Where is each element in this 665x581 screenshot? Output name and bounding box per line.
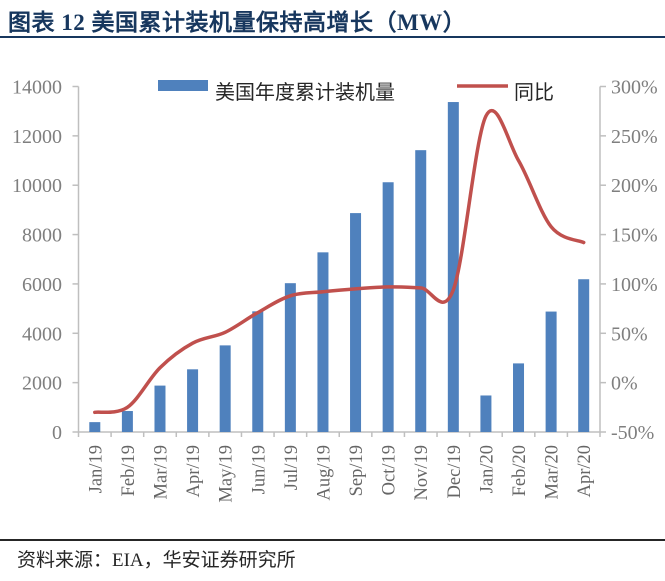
x-axis-label: Apr/20 xyxy=(575,445,595,497)
x-axis-label: Jun/19 xyxy=(249,445,269,494)
bar-feb-20 xyxy=(513,363,525,432)
left-axis-tick-label: 12000 xyxy=(12,126,62,148)
x-axis-label: Apr/19 xyxy=(184,445,204,497)
right-axis-tick-label: 250% xyxy=(611,126,658,148)
left-axis-tick-label: 4000 xyxy=(22,323,62,345)
right-axis-tick-label: 50% xyxy=(611,323,648,345)
left-axis-tick-label: 14000 xyxy=(12,77,62,99)
x-axis-label: Dec/19 xyxy=(445,445,465,498)
legend-bar-swatch xyxy=(158,80,208,91)
bar-jun-19 xyxy=(252,311,264,432)
source-note: 资料来源：EIA，华安证券研究所 xyxy=(17,550,296,571)
right-axis-tick-label: 200% xyxy=(611,175,658,197)
bar-may-19 xyxy=(219,345,231,432)
x-axis-label: Nov/19 xyxy=(412,445,432,501)
x-axis-label: Feb/19 xyxy=(119,445,139,496)
bar-aug-19 xyxy=(317,252,329,432)
right-axis-tick-label: -50% xyxy=(611,422,654,444)
bar-jan-19 xyxy=(89,422,101,432)
bar-apr-20 xyxy=(578,279,590,432)
title-divider xyxy=(0,36,665,38)
x-axis-label: Sep/19 xyxy=(347,445,367,496)
x-axis-label: Mar/20 xyxy=(543,445,563,499)
x-axis-label: May/19 xyxy=(217,445,237,503)
left-axis-tick-label: 6000 xyxy=(22,274,62,296)
bar-oct-19 xyxy=(382,182,394,432)
right-axis-tick-label: 100% xyxy=(611,274,658,296)
footer-divider xyxy=(0,539,665,541)
bar-nov-19 xyxy=(415,150,427,432)
yoy-line xyxy=(93,108,586,415)
bar-dec-19 xyxy=(447,102,459,433)
x-axis-label: Mar/19 xyxy=(151,445,171,499)
x-axis-label: Feb/20 xyxy=(510,445,530,496)
bar-feb-19 xyxy=(121,411,133,432)
right-axis-tick-label: 150% xyxy=(611,225,658,247)
bar-mar-19 xyxy=(154,385,166,432)
x-axis-label: Jul/19 xyxy=(282,445,302,490)
legend-line-label: 同比 xyxy=(514,81,554,104)
bar-jan-20 xyxy=(480,395,492,432)
bar-mar-20 xyxy=(545,311,557,432)
x-axis-label: Jan/20 xyxy=(477,445,497,493)
right-axis-tick-label: 0% xyxy=(611,373,638,395)
left-axis-tick-label: 2000 xyxy=(22,373,62,395)
left-axis-tick-label: 8000 xyxy=(22,225,62,247)
x-axis-label: Aug/19 xyxy=(314,445,334,501)
page-title: 图表 12 美国累计装机量保持高增长（MW） xyxy=(8,10,467,35)
x-axis-label: Oct/19 xyxy=(380,445,400,495)
x-axis-label: Jan/19 xyxy=(86,445,106,493)
bar-jul-19 xyxy=(284,283,296,432)
bar-apr-19 xyxy=(187,369,199,432)
legend-bar-label: 美国年度累计装机量 xyxy=(215,81,395,104)
left-axis-tick-label: 10000 xyxy=(12,175,62,197)
right-axis-tick-label: 300% xyxy=(611,77,658,99)
bar-sep-19 xyxy=(350,213,362,432)
left-axis-tick-label: 0 xyxy=(52,422,62,444)
